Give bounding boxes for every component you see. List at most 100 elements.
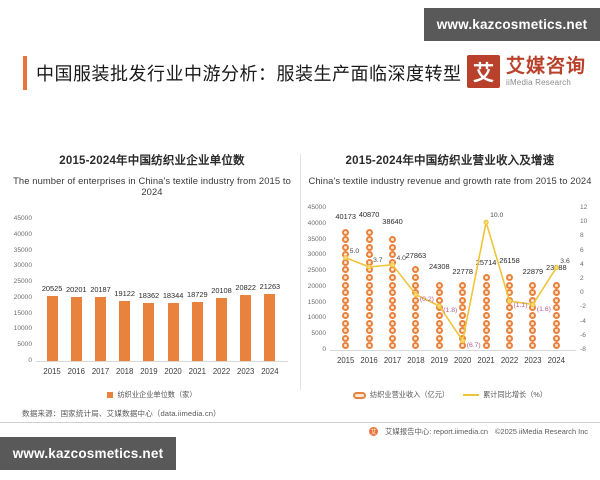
bar-value-label: 38640	[382, 217, 403, 227]
donut-segment	[365, 312, 373, 320]
donut-segment	[506, 342, 513, 350]
donut-segment	[342, 296, 350, 304]
donut-segment	[365, 304, 373, 312]
x-axis-tick: 2015	[337, 356, 355, 365]
line-value-label: (6.7)	[466, 341, 481, 349]
x-axis-tick: 2022	[212, 367, 231, 376]
chart-panel-enterprises: 2015-2024年中国纺织业企业单位数 The number of enter…	[4, 140, 300, 400]
donut-segment	[412, 319, 420, 327]
x-axis-line	[330, 350, 576, 351]
donut-segment	[342, 319, 350, 327]
bar-enterprises	[95, 297, 106, 361]
donut-segment	[506, 312, 513, 320]
donut-segment	[389, 334, 396, 342]
donut-segment	[342, 334, 350, 342]
donut-segment	[435, 312, 443, 320]
y-axis-tick: 10000	[13, 325, 32, 333]
y-axis-tick: 25000	[13, 278, 32, 286]
donut-segment	[552, 334, 560, 342]
bar-enterprises	[167, 303, 179, 361]
title-accent-bar	[23, 56, 27, 90]
chart-title-en-enterprises: The number of enterprises in China's tex…	[13, 175, 291, 197]
bar-value-label: 19122	[114, 288, 135, 298]
legend-item: 累计同比增长（%）	[463, 390, 547, 400]
legend-swatch-donut	[353, 391, 366, 399]
bar-revenue	[340, 223, 351, 350]
donut-segment	[506, 296, 513, 304]
line-value-label: 10.0	[490, 212, 504, 220]
donut-segment	[482, 327, 490, 335]
donut-segment	[506, 281, 513, 289]
donut-segment	[412, 327, 420, 335]
watermark-bottom: www.kazcosmetics.net	[0, 437, 176, 470]
iimedia-icon: 艾	[368, 427, 378, 436]
donut-segment	[529, 319, 537, 327]
donut-segment	[482, 312, 490, 320]
y-axis-tick: 5000	[17, 341, 32, 349]
x-axis-tick: 2019	[140, 367, 158, 376]
bar-value-label: 20108	[211, 285, 232, 295]
donut-segment	[389, 258, 396, 266]
donut-segment	[342, 228, 350, 236]
bar-value-label: 20201	[66, 285, 87, 295]
legend-swatch-line	[463, 394, 480, 396]
logo-mark-icon: 艾	[466, 55, 500, 88]
donut-segment	[529, 334, 537, 342]
donut-segment	[389, 327, 396, 335]
donut-segment	[552, 281, 560, 289]
donut-segment	[365, 334, 373, 342]
x-axis-tick: 2020	[454, 356, 472, 365]
bar-value-label: 18729	[187, 289, 208, 299]
donut-segment	[342, 274, 350, 282]
donut-segment	[412, 289, 420, 297]
y-axis-right-tick: 4	[580, 260, 584, 268]
donut-segment	[389, 312, 396, 320]
y-axis-left-tick: 10000	[307, 314, 326, 322]
donut-segment	[365, 274, 373, 282]
donut-segment	[435, 334, 443, 342]
x-axis-tick: 2023	[237, 367, 255, 376]
y-axis-right-tick: 6	[580, 246, 584, 254]
logo-name-en: iiMedia Research	[505, 77, 571, 87]
bar-enterprises	[216, 297, 227, 361]
footer-report-center: 艾媒报告中心: report.iimedia.cn	[384, 427, 489, 436]
source-note: 数据来源：国家统计局、艾媒数据中心（data.iimedia.cn）	[22, 409, 221, 418]
donut-segment	[389, 266, 396, 274]
y-axis-left-tick: 30000	[307, 251, 326, 259]
donut-segment	[389, 319, 396, 327]
y-axis-right-tick: -6	[580, 331, 586, 339]
y-axis-left-tick: 0	[322, 346, 326, 353]
bar-revenue	[481, 269, 492, 350]
chart-title-en-revenue: China's textile industry revenue and gro…	[308, 175, 592, 186]
legend-label: 纺织业营业收入（亿元）	[370, 390, 450, 399]
watermark-top: www.kazcosmetics.net	[424, 8, 600, 41]
donut-segment	[482, 319, 490, 327]
bar-value-label: 26158	[499, 256, 520, 266]
y-axis-right-tick: -8	[580, 346, 586, 353]
donut-segment	[529, 327, 537, 335]
donut-segment	[459, 312, 467, 320]
donut-segment	[552, 342, 560, 350]
x-axis-tick: 2017	[91, 367, 110, 376]
donut-segment	[482, 289, 490, 297]
y-axis-left-tick: 15000	[307, 298, 326, 306]
donut-segment	[342, 312, 350, 320]
donut-segment	[506, 304, 513, 312]
y-axis-right-tick: 2	[580, 275, 584, 282]
y-axis-left-tick: 25000	[307, 267, 326, 275]
bar-revenue	[364, 221, 375, 350]
slide-header: 中国服装批发行业中游分析：服装生产面临深度转型 艾 艾媒咨询 iiMedia R…	[0, 48, 600, 100]
x-axis-tick: 2018	[407, 356, 425, 365]
bar-value-label: 21263	[259, 281, 281, 291]
donut-segment	[365, 327, 373, 335]
bar-enterprises	[46, 296, 58, 361]
page-title: 中国服装批发行业中游分析：服装生产面临深度转型	[36, 64, 462, 84]
logo-name-cn: 艾媒咨询	[505, 55, 586, 77]
donut-segment	[482, 281, 490, 289]
donut-segment	[552, 327, 560, 335]
line-value-label: (1.6)	[536, 305, 551, 313]
line-value-label: 4.0	[396, 254, 406, 262]
donut-segment	[435, 296, 443, 304]
line-value-label: 3.7	[373, 256, 383, 264]
